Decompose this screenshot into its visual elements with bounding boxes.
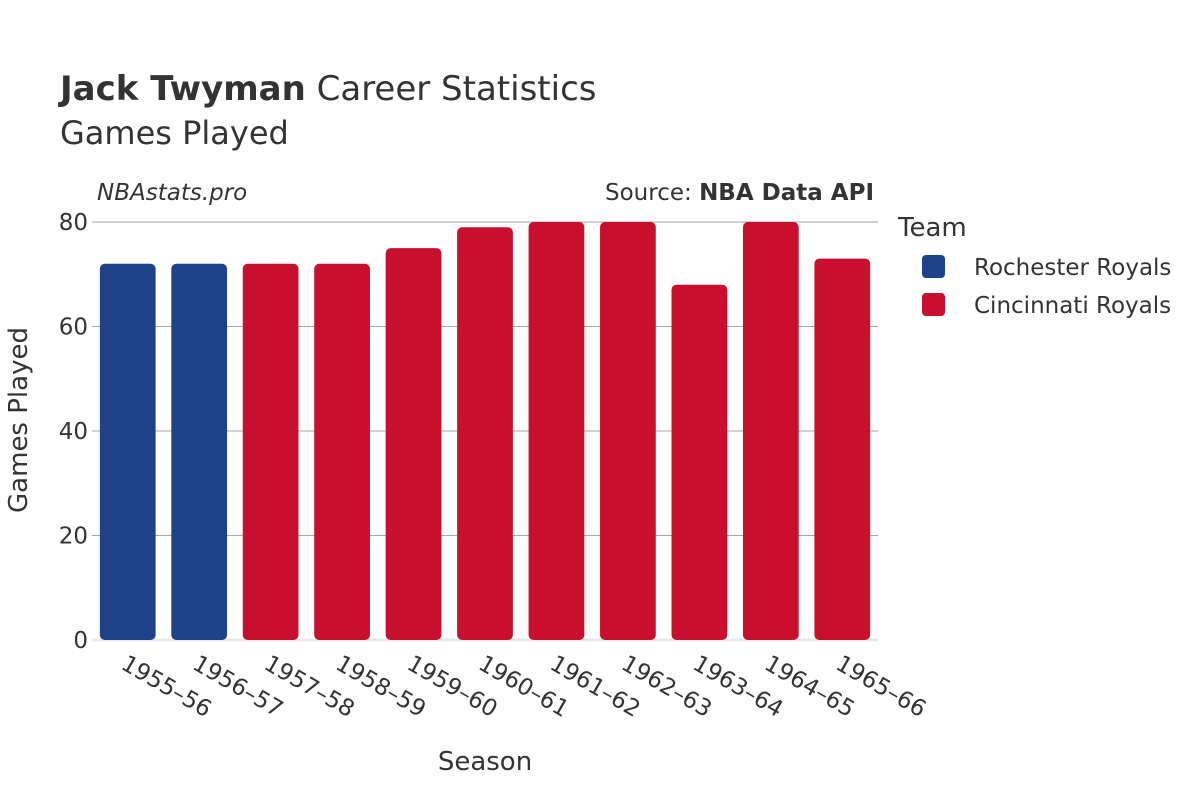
bars: [99, 222, 871, 640]
chart-title: Jack Twyman Career Statistics: [58, 69, 596, 109]
legend-swatch-cincinnati: [922, 293, 945, 316]
bar[interactable]: [242, 263, 299, 640]
legend-label-cincinnati: Cincinnati Royals: [974, 293, 1171, 319]
y-tick-label: 0: [73, 628, 88, 654]
legend-label-rochester: Rochester Royals: [974, 255, 1171, 281]
y-axis-title: Games Played: [4, 327, 34, 513]
bar[interactable]: [457, 227, 513, 640]
y-tick-label: 80: [59, 210, 88, 236]
bar[interactable]: [99, 263, 156, 640]
title-suffix: Career Statistics: [306, 69, 597, 109]
chart-subtitle: Games Played: [60, 114, 289, 152]
bar[interactable]: [742, 222, 799, 640]
legend-title: Team: [897, 213, 967, 243]
source-name: NBA Data API: [699, 180, 874, 206]
source-label: Source:: [605, 180, 699, 206]
legend-swatch-rochester: [922, 255, 945, 278]
legend-item-rochester[interactable]: Rochester Royals: [922, 255, 1171, 281]
y-tick-label: 40: [59, 419, 88, 445]
y-tick-label: 60: [59, 315, 88, 341]
legend-item-cincinnati[interactable]: Cincinnati Royals: [922, 293, 1171, 319]
bar[interactable]: [314, 263, 370, 640]
source-credit: Source: NBA Data API: [605, 180, 874, 206]
x-axis-title: Season: [438, 747, 532, 777]
bar[interactable]: [171, 263, 228, 640]
bar[interactable]: [814, 258, 871, 640]
y-tick-label: 20: [59, 524, 88, 550]
bar[interactable]: [600, 222, 656, 640]
y-axis: 0 20 40 60 80: [59, 210, 88, 654]
bar[interactable]: [671, 284, 728, 640]
watermark: NBAstats.pro: [97, 180, 247, 206]
bar[interactable]: [528, 222, 585, 640]
bar[interactable]: [385, 248, 442, 640]
player-name: Jack Twyman: [58, 69, 306, 109]
x-axis: 1955–561956–571957–581958–591959–601960–…: [117, 651, 931, 723]
